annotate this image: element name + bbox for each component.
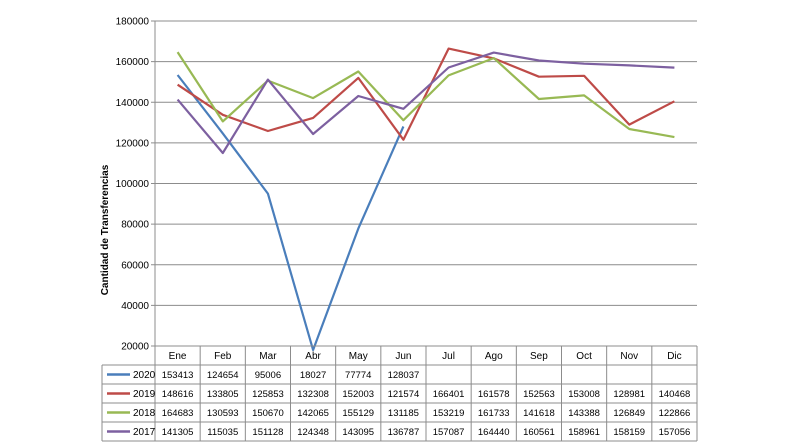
data-label: 153008 (568, 389, 600, 400)
data-label: 131185 (388, 408, 419, 419)
x-tick-label: Ago (485, 351, 503, 362)
axes: 20000 40000 60000 80000 100000 120000 140000 16… (116, 17, 156, 353)
data-label: 166401 (433, 389, 465, 400)
x-tick-label: Sep (530, 351, 548, 362)
legend-label: 2019 (133, 389, 156, 400)
y-axis-title: Cantidad de Transferencias (100, 164, 111, 295)
data-label: 143095 (342, 427, 374, 438)
data-label: 161578 (478, 389, 510, 400)
x-tick-label: Ene (169, 351, 187, 362)
data-label: 155129 (342, 408, 374, 419)
data-label: 142065 (297, 408, 329, 419)
data-label: 158961 (568, 427, 600, 438)
y-tick-label: 80000 (121, 220, 149, 231)
y-tick-label: 160000 (116, 57, 150, 68)
data-label: 124348 (297, 427, 329, 438)
data-label: 18027 (300, 370, 326, 381)
data-label: 77774 (345, 370, 371, 381)
data-label: 152003 (342, 389, 374, 400)
data-label: 153219 (433, 408, 465, 419)
data-label: 141305 (162, 427, 194, 438)
y-tick-label: 60000 (121, 260, 149, 271)
x-tick-label: Oct (576, 351, 592, 362)
y-tick-label: 100000 (116, 179, 150, 190)
data-label: 158159 (613, 427, 645, 438)
x-tick-label: Dic (667, 351, 681, 362)
data-label: 128981 (613, 389, 645, 400)
data-label: 151128 (252, 427, 283, 438)
legend-label: 2017 (133, 427, 156, 438)
series-line-2018 (176, 51, 675, 139)
y-tick-label: 20000 (121, 342, 149, 353)
data-label: 161733 (478, 408, 510, 419)
data-label: 124654 (207, 370, 239, 381)
data-label: 95006 (255, 370, 281, 381)
data-label: 115035 (207, 427, 238, 438)
x-tick-label: Jul (442, 351, 455, 362)
y-tick-label: 180000 (116, 17, 150, 28)
data-label: 143388 (568, 408, 600, 419)
series-line-2017 (176, 51, 675, 155)
data-label: 136787 (388, 427, 420, 438)
x-tick-label: Feb (214, 351, 232, 362)
data-label: 121574 (388, 389, 420, 400)
data-label: 128037 (388, 370, 420, 381)
data-label: 153413 (162, 370, 194, 381)
series-lines (176, 47, 675, 352)
data-label: 122866 (659, 408, 691, 419)
data-label: 157087 (433, 427, 465, 438)
data-label: 148616 (162, 389, 194, 400)
y-tick-label: 140000 (116, 98, 150, 109)
data-label: 164683 (162, 408, 194, 419)
legend-label: 2020 (133, 370, 156, 381)
data-label: 157056 (659, 427, 691, 438)
y-tick-label: 40000 (121, 301, 149, 312)
series-line-2019 (176, 47, 675, 141)
x-tick-label: Jun (395, 351, 411, 362)
data-label: 125853 (252, 389, 284, 400)
data-label: 150670 (252, 408, 284, 419)
x-tick-label: May (349, 351, 368, 362)
data-label: 140468 (659, 389, 691, 400)
data-label: 133805 (207, 389, 239, 400)
x-tick-label: Mar (259, 351, 277, 362)
x-tick-label: Nov (620, 351, 638, 362)
data-table: Ene Feb Mar Abr May Jun Jul Ago Sep Oct Nov Dic 2020… (101, 345, 698, 442)
x-tick-label: Abr (305, 351, 321, 362)
data-label: 132308 (297, 389, 329, 400)
data-label: 164440 (478, 427, 510, 438)
data-label: 160561 (523, 427, 555, 438)
y-tick-label: 120000 (116, 138, 150, 149)
data-label: 152563 (523, 389, 555, 400)
gridlines (155, 20, 697, 306)
series-line-2020 (176, 74, 405, 352)
data-label: 130593 (207, 408, 239, 419)
legend-label: 2018 (133, 408, 156, 419)
data-label: 126849 (613, 408, 645, 419)
data-label: 141618 (523, 408, 555, 419)
